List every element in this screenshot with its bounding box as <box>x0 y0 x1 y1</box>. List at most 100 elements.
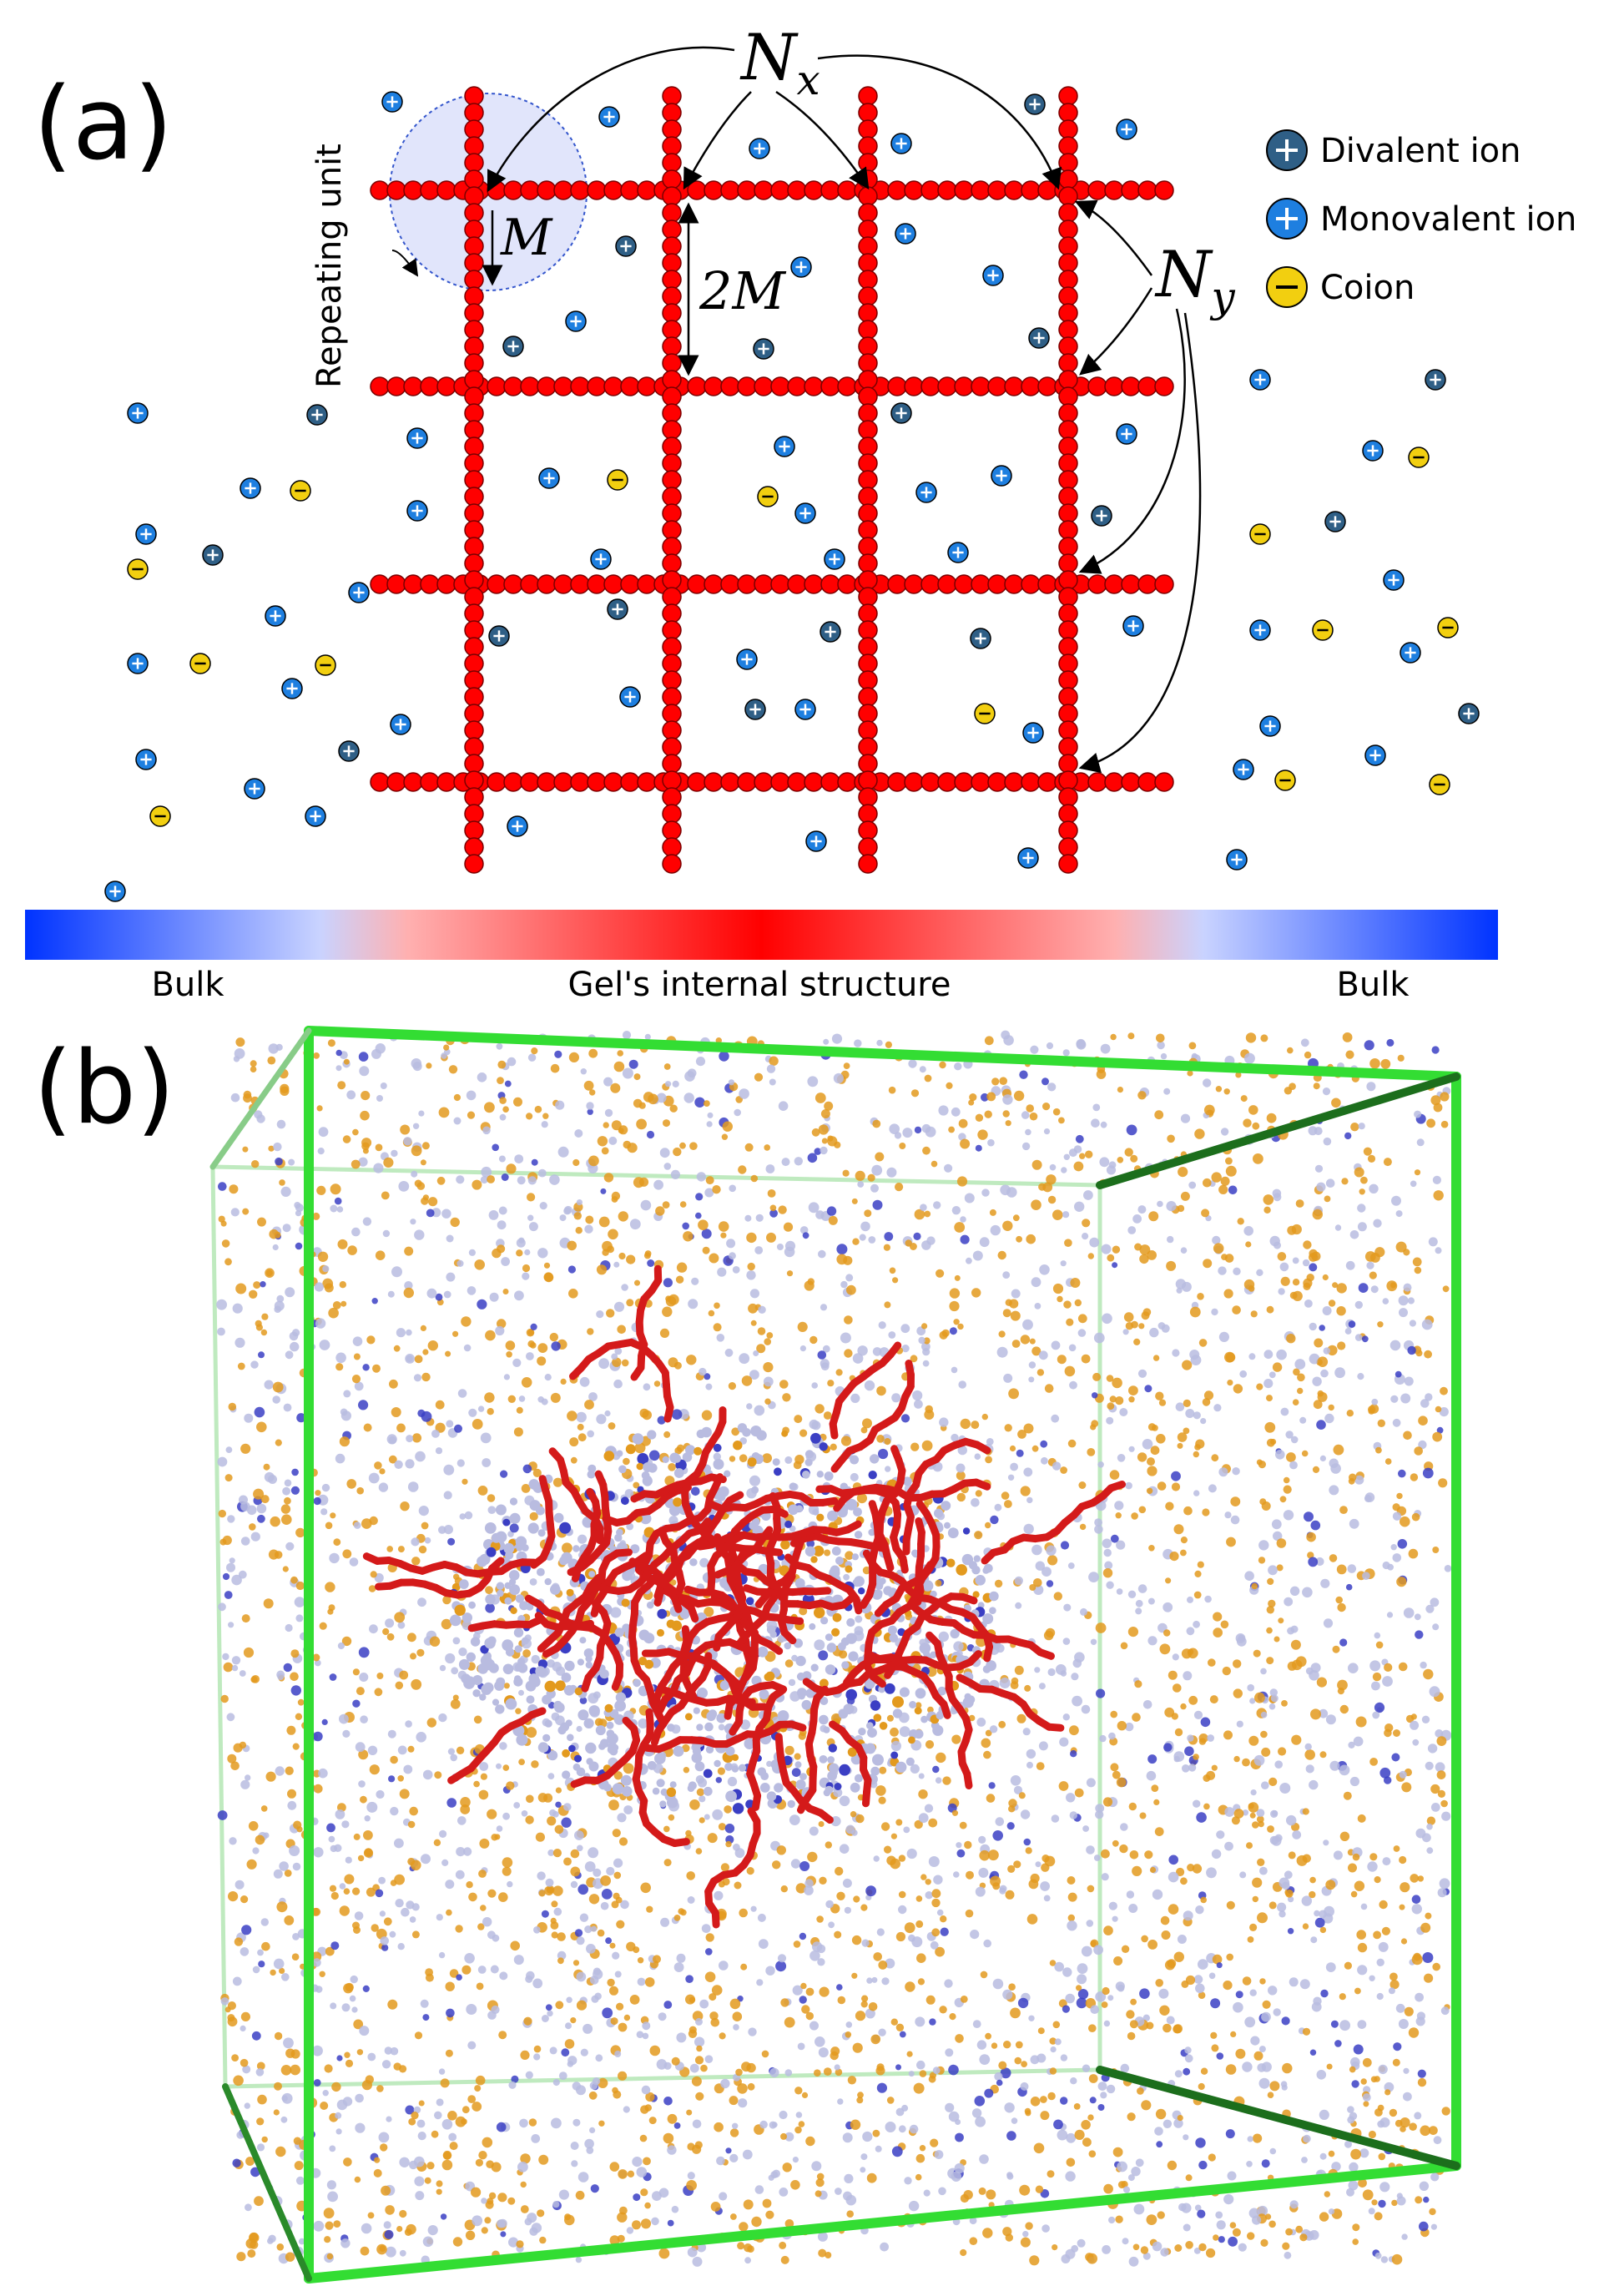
solvent-particle <box>436 2180 443 2188</box>
solvent-particle <box>1121 1945 1130 1953</box>
solvent-particle <box>386 2116 392 2122</box>
solvent-particle <box>1067 1920 1077 1931</box>
solvent-particle <box>915 1920 924 1928</box>
solvent-particle <box>686 1355 697 1365</box>
solvent-particle <box>477 1405 485 1412</box>
solvent-particle <box>482 1458 492 1467</box>
solvent-particle <box>1424 1350 1432 1359</box>
solvent-particle <box>1064 1239 1072 1247</box>
solvent-particle <box>1376 1992 1384 2001</box>
gel-counterion <box>781 1430 789 1437</box>
solvent-particle <box>1371 1681 1380 1691</box>
gel-bead <box>1058 487 1078 507</box>
solvent-particle <box>1391 2199 1398 2207</box>
solvent-particle <box>763 1362 774 1373</box>
solvent-particle <box>1226 1537 1236 1547</box>
solvent-particle <box>1379 1767 1391 1779</box>
solvent-particle <box>958 1380 966 1389</box>
solvent-particle <box>1060 2097 1068 2105</box>
solvent-particle <box>1388 1987 1395 1995</box>
solvent-particle <box>1008 1388 1019 1400</box>
solvent-particle <box>1304 1299 1313 1308</box>
solvent-particle <box>382 1627 390 1636</box>
solvent-particle <box>899 2031 906 2038</box>
solvent-particle <box>916 1953 926 1963</box>
solvent-particle <box>1429 1686 1440 1698</box>
gel-bead <box>720 574 740 594</box>
solvent-particle <box>577 1423 584 1431</box>
solvent-particle <box>584 1224 593 1234</box>
solvent-particle <box>1085 1150 1093 1158</box>
solvent-particle <box>228 1622 235 1628</box>
coion <box>315 654 336 676</box>
gel-counterion <box>468 1601 476 1609</box>
solvent-particle <box>862 2131 873 2142</box>
solvent-particle <box>1331 2162 1341 2172</box>
solvent-particle <box>1410 1874 1419 1883</box>
solvent-particle <box>1213 1243 1224 1254</box>
solvent-particle <box>502 1857 513 1868</box>
solvent-particle <box>237 1362 245 1370</box>
solvent-particle <box>706 1121 713 1128</box>
solvent-particle <box>607 1978 615 1987</box>
solvent-particle <box>835 2188 842 2195</box>
solvent-particle <box>1101 1849 1110 1859</box>
solvent-particle <box>1184 2054 1193 2063</box>
solvent-particle <box>1380 1058 1391 1069</box>
solvent-particle <box>912 1390 923 1401</box>
solvent-particle <box>939 1061 946 1069</box>
solvent-particle <box>1197 1293 1204 1300</box>
monovalent-ion <box>1259 715 1281 737</box>
solvent-particle <box>626 1522 634 1531</box>
gel-bead <box>858 787 878 807</box>
solvent-particle <box>1373 1219 1382 1228</box>
solvent-particle <box>1147 1457 1155 1466</box>
solvent-particle <box>1389 2108 1398 2117</box>
solvent-particle <box>1369 1271 1377 1279</box>
solvent-particle <box>1418 1440 1427 1450</box>
solvent-particle <box>258 1961 265 1968</box>
solvent-particle <box>1184 1746 1194 1756</box>
gel-bead <box>1058 787 1078 807</box>
monovalent-ion <box>824 548 845 570</box>
solvent-particle <box>225 1446 233 1453</box>
solvent-particle <box>1230 2031 1237 2037</box>
solvent-particle <box>1046 1580 1054 1587</box>
solvent-particle <box>591 1925 598 1932</box>
legend-item: Divalent ion <box>1266 129 1521 171</box>
solvent-particle <box>331 2082 341 2092</box>
solvent-particle <box>925 1995 936 2005</box>
gel-bead <box>804 772 824 792</box>
solvent-particle <box>446 1272 456 1282</box>
solvent-particle <box>1181 1281 1192 1292</box>
solvent-particle <box>976 1718 986 1727</box>
solvent-particle <box>398 1181 410 1192</box>
solvent-particle <box>357 1855 365 1862</box>
solvent-particle <box>948 1126 955 1133</box>
solvent-particle <box>1231 1816 1240 1825</box>
gel-bead <box>662 153 682 173</box>
solvent-particle <box>426 1209 435 1218</box>
solvent-particle <box>436 2098 444 2107</box>
solvent-particle <box>918 1789 928 1799</box>
solvent-particle <box>1250 1789 1257 1796</box>
solvent-particle <box>1146 1487 1153 1495</box>
solvent-particle <box>1117 2161 1127 2172</box>
solvent-particle <box>1014 2056 1022 2065</box>
solvent-particle <box>936 1269 945 1278</box>
gel-bead <box>971 180 991 200</box>
solvent-particle <box>969 1093 977 1102</box>
solvent-particle <box>397 1943 405 1950</box>
solvent-particle <box>986 2189 996 2200</box>
solvent-particle <box>522 1649 531 1658</box>
solvent-particle <box>1063 1603 1072 1612</box>
solvent-particle <box>1439 1878 1450 1890</box>
solvent-particle <box>388 1455 397 1464</box>
solvent-particle <box>313 1731 323 1742</box>
solvent-particle <box>445 1880 455 1890</box>
solvent-particle <box>242 2065 251 2074</box>
solvent-particle <box>881 1977 890 1986</box>
solvent-particle <box>473 1715 482 1724</box>
solvent-particle <box>649 2045 661 2056</box>
solvent-particle <box>1061 1167 1067 1173</box>
